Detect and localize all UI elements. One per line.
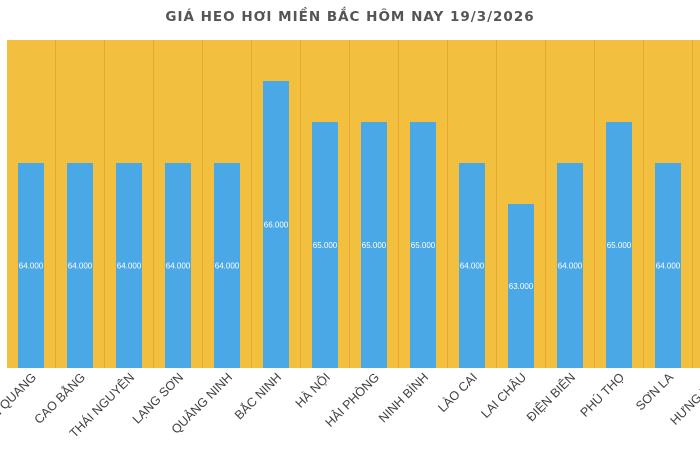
bar-value-label: 64.000 bbox=[558, 262, 583, 271]
bar bbox=[361, 122, 387, 368]
bar bbox=[165, 163, 191, 368]
category-label: TUYÊN QUANG bbox=[0, 370, 39, 445]
bar-value-label: 64.000 bbox=[215, 262, 240, 271]
bar-value-label: 65.000 bbox=[411, 241, 436, 250]
bar-value-label: 64.000 bbox=[117, 262, 142, 271]
bar-value-label: 64.000 bbox=[460, 262, 485, 271]
bar-value-label: 65.000 bbox=[313, 241, 338, 250]
bar-value-label: 63.000 bbox=[509, 282, 534, 291]
category-label: HÀ NỘI bbox=[292, 370, 333, 411]
bar bbox=[116, 163, 142, 368]
bar bbox=[557, 163, 583, 368]
category-label: LÀO CAI bbox=[435, 370, 480, 415]
category-label: ĐIỆN BIÊN bbox=[523, 370, 578, 425]
bar-value-label: 64.000 bbox=[19, 262, 44, 271]
bar-value-label: 66.000 bbox=[264, 221, 289, 230]
bar bbox=[18, 163, 44, 368]
category-label: BẮC NINH bbox=[231, 370, 284, 423]
bar bbox=[410, 122, 436, 368]
category-label: SƠN LA bbox=[633, 370, 676, 413]
chart-title: GIÁ HEO HƠI MIỀN BẮC HÔM NAY 19/3/2026 bbox=[165, 9, 535, 25]
bar bbox=[459, 163, 485, 368]
bar bbox=[263, 81, 289, 368]
bar bbox=[67, 163, 93, 368]
bar bbox=[655, 163, 681, 368]
category-label: PHÚ THỌ bbox=[577, 369, 627, 419]
bar bbox=[606, 122, 632, 368]
bar-value-label: 65.000 bbox=[607, 241, 632, 250]
plot-area bbox=[7, 40, 700, 368]
bar bbox=[508, 204, 534, 368]
bar bbox=[214, 163, 240, 368]
bar-value-label: 64.000 bbox=[656, 262, 681, 271]
category-label: LAI CHÂU bbox=[478, 370, 529, 421]
bar-value-label: 64.000 bbox=[166, 262, 191, 271]
category-label: NINH BÌNH bbox=[375, 370, 431, 426]
bar-value-label: 64.000 bbox=[68, 262, 93, 271]
bar bbox=[312, 122, 338, 368]
bar-value-label: 65.000 bbox=[362, 241, 387, 250]
